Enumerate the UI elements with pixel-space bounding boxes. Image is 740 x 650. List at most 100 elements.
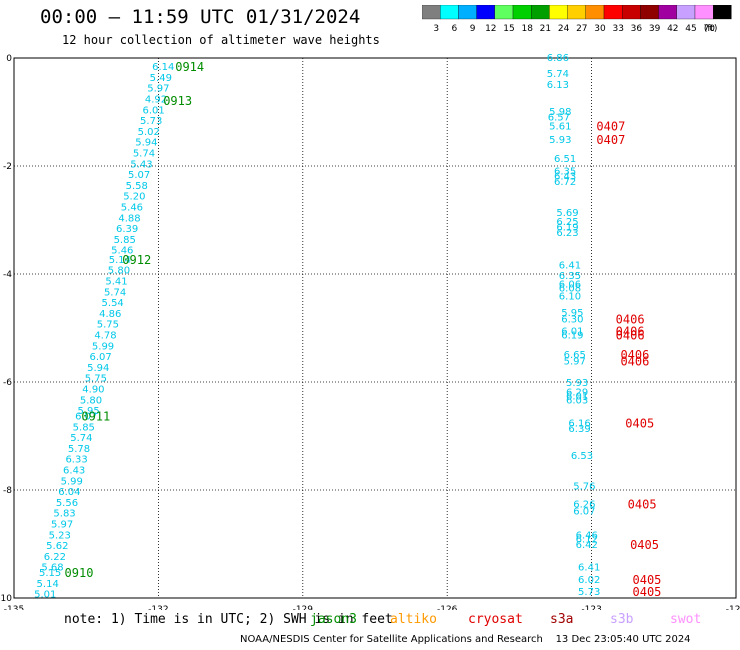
footer-note: note: 1) Time is in UTC; 2) SWH is in fe…: [64, 612, 393, 627]
scale-label: 42: [667, 24, 678, 34]
pass-time-label: 0913: [163, 94, 192, 108]
wave-height-value: 6.07: [90, 352, 112, 363]
scale-label: 27: [576, 24, 587, 34]
scale-label: 15: [503, 24, 514, 34]
lat-tick-label: -4: [3, 270, 12, 280]
satellite-legend-item: cryosat: [468, 612, 523, 627]
wave-height-value: 6.30: [561, 314, 583, 325]
wave-height-value: 5.07: [128, 170, 150, 181]
wave-height-value: 5.14: [37, 579, 59, 590]
scale-label: 12: [485, 24, 496, 34]
pass-time-label: 0407: [596, 133, 625, 147]
wave-height-value: 6.72: [554, 177, 576, 188]
wave-height-value: 5.80: [108, 266, 130, 277]
wave-height-value: 5.95: [77, 406, 99, 417]
wave-height-value: 5.46: [121, 203, 143, 214]
page-title: 00:00 — 11:59 UTC 01/31/2024: [40, 6, 361, 28]
wave-height-value: 4.88: [118, 213, 140, 224]
wave-height-value: 4.90: [82, 384, 104, 395]
wave-height-value: 5.75: [85, 374, 107, 385]
wave-height-value: 5.78: [68, 444, 90, 455]
wave-height-value: 5.93: [566, 378, 588, 389]
scale-label: 18: [521, 24, 533, 34]
pass-time-label: 0406: [616, 312, 645, 326]
scale-label: 9: [470, 24, 476, 34]
wave-height-value: 5.75: [97, 320, 119, 331]
wave-height-value: 5.83: [53, 509, 75, 520]
wave-height-value: 6.86: [547, 53, 569, 64]
pass-time-label: 0406: [616, 328, 645, 342]
wave-height-value: 6.06: [559, 280, 581, 291]
wave-height-value: 4.78: [94, 330, 116, 341]
wave-height-value: 6.10: [559, 292, 581, 303]
wave-height-value: 5.76: [573, 482, 595, 493]
wave-height-value: 6.23: [556, 228, 578, 239]
wave-height-value: 5.14: [109, 255, 131, 266]
wave-height-value: 5.97: [147, 84, 169, 95]
lon-tick-label: -120: [726, 605, 740, 610]
pass-time-label: 0406: [620, 354, 649, 368]
wave-height-value: 6.22: [44, 552, 66, 563]
lat-tick-label: -10: [0, 594, 12, 604]
wave-height-value: 4.92: [145, 95, 167, 106]
pass-time-label: 0405: [633, 573, 662, 587]
wave-height-value: 6.07: [75, 411, 97, 422]
wave-height-value: 6.65: [564, 350, 586, 361]
wave-height-value: 6.39: [116, 224, 138, 235]
wave-height-value: 5.49: [150, 73, 172, 84]
wave-height-map: -135 -132 -129 -126 -123 -120 0 -2 -4 -6 -8 -10 6.14…: [0, 53, 740, 610]
wave-height-value: 5.23: [49, 530, 71, 541]
wave-height-value: 5.95: [561, 308, 583, 319]
lat-tick-label: 0: [6, 54, 12, 64]
pass-time-label: 0405: [628, 498, 657, 512]
wave-height-value: 4.86: [99, 309, 121, 320]
wave-height-value: 5.02: [138, 127, 160, 138]
footer-credit: NOAA/NESDIS Center for Satellite Applica…: [240, 634, 691, 645]
wave-height-value: 5.99: [92, 341, 114, 352]
satellite-legend-item: swot: [670, 612, 702, 627]
lon-tick-label: -126: [437, 605, 458, 610]
color-scale: 3 6 9 12 15 18 21 24 27 30 33 36 39 42 45 70(ft): [422, 5, 732, 34]
wave-height-value: 5.43: [130, 159, 152, 170]
wave-height-value: 6.53: [571, 451, 593, 462]
wave-height-value: 5.74: [104, 287, 126, 298]
wave-height-value: 6.33: [65, 455, 87, 466]
wave-height-value: 5.01: [34, 590, 56, 601]
wave-height-value: 6.43: [554, 172, 576, 183]
pass-time-label: 0405: [633, 585, 662, 599]
scale-label: 39: [649, 24, 661, 34]
wave-height-value: 5.54: [102, 298, 124, 309]
wave-height-value: 5.85: [73, 422, 95, 433]
satellite-legend-item: s3b: [610, 612, 634, 627]
wave-height-value: 5.93: [549, 135, 571, 146]
wave-height-value: 6.39: [568, 424, 590, 435]
wave-height-value: 6.01: [142, 105, 164, 116]
pass-time-label: 0406: [616, 325, 645, 339]
wave-height-value: 5.15: [39, 568, 61, 579]
satellite-legend-item: altiko: [390, 612, 437, 627]
lon-tick-label: -132: [148, 605, 168, 610]
wave-height-value: 5.46: [111, 246, 133, 257]
wave-height-value: 5.94: [135, 138, 157, 149]
wave-height-value: 5.73: [578, 587, 600, 598]
wave-height-value: 6.13: [547, 80, 569, 91]
page-subtitle: 12 hour collection of altimeter wave hei…: [62, 33, 380, 47]
pass-time-label: 0406: [620, 348, 649, 362]
wave-height-value: 5.20: [123, 192, 145, 203]
wave-height-value: 5.85: [114, 235, 136, 246]
lon-tick-label: -123: [581, 605, 601, 610]
wave-height-value: 6.03: [566, 395, 588, 406]
wave-height-value: 5.56: [56, 498, 78, 509]
wave-height-value: 5.62: [46, 541, 68, 552]
wave-height-value: 6.43: [63, 465, 85, 476]
wave-height-value: 6.41: [559, 260, 581, 271]
wave-height-value: 6.25: [556, 217, 578, 228]
wave-height-value: 6.04: [58, 487, 80, 498]
wave-height-value: 6.42: [576, 540, 598, 551]
wave-height-value: 5.97: [51, 519, 73, 530]
lat-tick-label: -2: [3, 162, 12, 172]
wave-height-value: 6.29: [566, 388, 588, 399]
wave-height-value: 6.46: [576, 530, 598, 541]
wave-height-value: 6.02: [578, 575, 600, 586]
scale-label: 24: [558, 24, 570, 34]
